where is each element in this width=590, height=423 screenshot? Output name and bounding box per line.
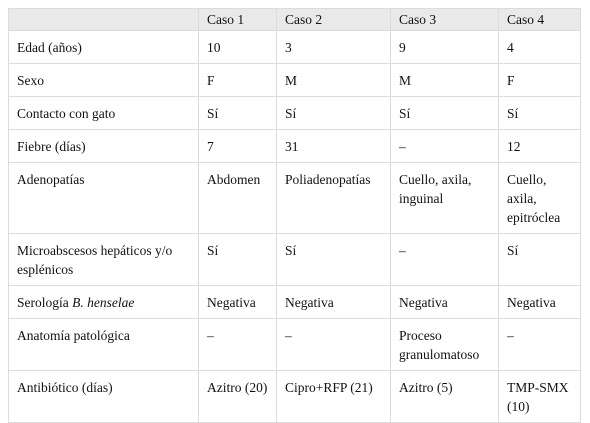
table-cell: Azitro (20) xyxy=(198,370,277,423)
data-table: Caso 1 Caso 2 Caso 3 Caso 4 Edad (años) 10 3 9… xyxy=(8,8,581,423)
row-label: Anatomía patológica xyxy=(8,318,199,371)
row-label: Antibiótico (días) xyxy=(8,370,199,423)
label-text: Microabscesos hepáticos y/o esplénicos xyxy=(17,243,173,277)
table-cell: F xyxy=(498,63,581,97)
table-cell: M xyxy=(276,63,391,97)
table-cell: – xyxy=(390,233,499,286)
table-cell: Abdomen xyxy=(198,162,277,234)
header-cell: Caso 1 xyxy=(198,8,277,31)
header-cell: Caso 4 xyxy=(498,8,581,31)
label-text: Edad (años) xyxy=(17,40,82,55)
table-cell: – xyxy=(198,318,277,371)
table-cell: Cuello, axila, epitróclea xyxy=(498,162,581,234)
table-header: Caso 1 Caso 2 Caso 3 Caso 4 xyxy=(8,8,581,31)
label-text: Fiebre (días) xyxy=(17,139,86,154)
table-cell: Proceso granulomatoso xyxy=(390,318,499,371)
table-cell: Negativa xyxy=(498,285,581,319)
table-cell: F xyxy=(198,63,277,97)
label-text: Anatomía patológica xyxy=(17,328,130,343)
table-cell: Sí xyxy=(276,96,391,130)
table-cell: – xyxy=(498,318,581,371)
table-cell: 31 xyxy=(276,129,391,163)
table-cell: Poliadenopatías xyxy=(276,162,391,234)
row-label: Contacto con gato xyxy=(8,96,199,130)
label-text: Serología xyxy=(17,295,69,310)
row-label: Adenopatías xyxy=(8,162,199,234)
table-cell: 7 xyxy=(198,129,277,163)
label-italic: B. henselae xyxy=(72,295,135,310)
table-cell: Sí xyxy=(276,233,391,286)
row-label: Fiebre (días) xyxy=(8,129,199,163)
label-text: Contacto con gato xyxy=(17,106,116,121)
table-row: Edad (años) 10 3 9 4 xyxy=(8,30,581,64)
table-cell: Sí xyxy=(390,96,499,130)
table-row: Adenopatías Abdomen Poliadenopatías Cuello,… xyxy=(8,162,581,234)
row-label: Serología B. henselae xyxy=(8,285,199,319)
row-label: Sexo xyxy=(8,63,199,97)
table-row: Serología B. henselae Negativa Negativa Neg… xyxy=(8,285,581,319)
table-cell: Negativa xyxy=(276,285,391,319)
table-cell: Sí xyxy=(498,96,581,130)
label-text: Adenopatías xyxy=(17,172,85,187)
table-cell: Sí xyxy=(198,96,277,130)
table-cell: Cuello, axila, inguinal xyxy=(390,162,499,234)
table-cell: Negativa xyxy=(198,285,277,319)
table-body: Edad (años) 10 3 9 4 Sexo F M M F Contacto con gat… xyxy=(8,30,581,423)
header-cell: Caso 2 xyxy=(276,8,391,31)
table-row: Microabscesos hepáticos y/o esplénicos Sí… xyxy=(8,233,581,286)
header-cell xyxy=(8,8,199,31)
header-row: Caso 1 Caso 2 Caso 3 Caso 4 xyxy=(8,8,581,31)
table-cell: Cipro+RFP (21) xyxy=(276,370,391,423)
table-row: Antibiótico (días) Azitro (20) Cipro+RFP (… xyxy=(8,370,581,423)
table-cell: 10 xyxy=(198,30,277,64)
table-row: Anatomía patológica – – Proceso granulomato… xyxy=(8,318,581,371)
table-cell: 9 xyxy=(390,30,499,64)
header-cell: Caso 3 xyxy=(390,8,499,31)
table-cell: 4 xyxy=(498,30,581,64)
table-cell: Sí xyxy=(198,233,277,286)
row-label: Microabscesos hepáticos y/o esplénicos xyxy=(8,233,199,286)
table-cell: M xyxy=(390,63,499,97)
table-cell: – xyxy=(390,129,499,163)
row-label: Edad (años) xyxy=(8,30,199,64)
table-row: Contacto con gato Sí Sí Sí Sí xyxy=(8,96,581,130)
label-text: Antibiótico (días) xyxy=(17,380,113,395)
table-cell: 3 xyxy=(276,30,391,64)
table-row: Fiebre (días) 7 31–12 xyxy=(8,129,581,163)
page: Caso 1 Caso 2 Caso 3 Caso 4 Edad (años) 10 3 9… xyxy=(8,8,581,423)
table-cell: Negativa xyxy=(390,285,499,319)
table-cell: – xyxy=(276,318,391,371)
table-row: Sexo F M M F xyxy=(8,63,581,97)
table-cell: Azitro (5) xyxy=(390,370,499,423)
table-cell: Sí xyxy=(498,233,581,286)
table-cell: TMP-SMX (10) xyxy=(498,370,581,423)
label-text: Sexo xyxy=(17,73,44,88)
table-cell: 12 xyxy=(498,129,581,163)
